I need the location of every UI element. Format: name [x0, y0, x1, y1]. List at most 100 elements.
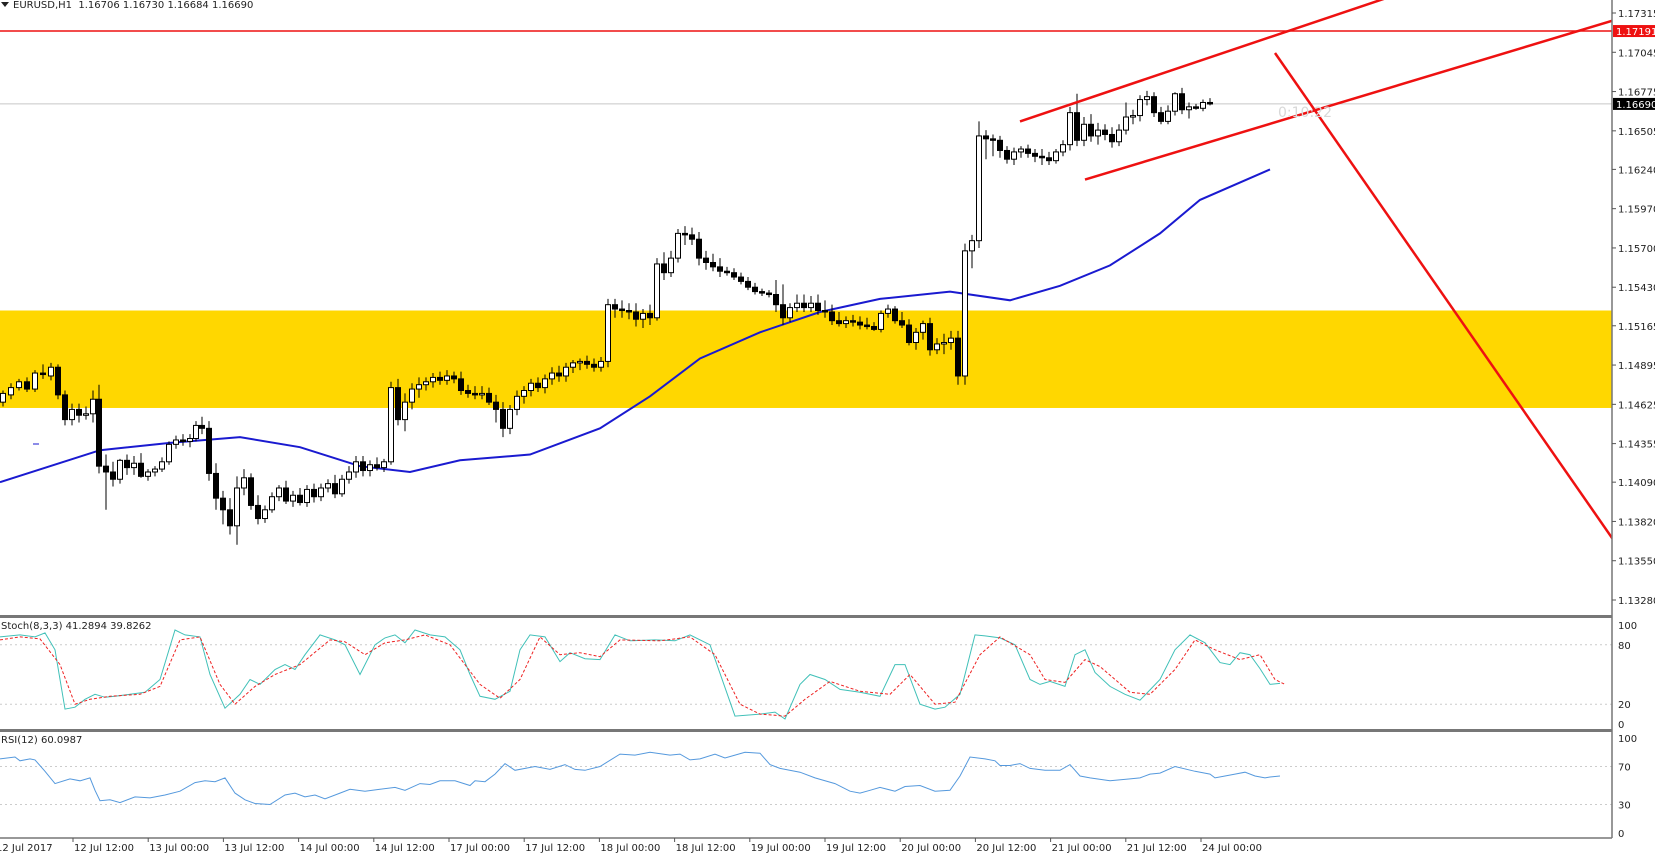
time-label: 17 Jul 12:00	[525, 843, 585, 854]
candle	[1165, 105, 1171, 125]
candle	[180, 434, 186, 446]
hline-price-tag: 1.17191	[1616, 27, 1655, 38]
candle	[290, 490, 296, 507]
candle	[16, 378, 22, 391]
symbol-label: EURUSD,H1	[13, 0, 73, 11]
candle	[1011, 147, 1017, 166]
panel-separator	[0, 615, 1612, 618]
candle	[304, 485, 310, 507]
candle	[1067, 106, 1073, 151]
indicator-level-label: 0	[1618, 829, 1624, 840]
candle	[871, 322, 877, 331]
candle	[836, 311, 842, 327]
candle	[626, 303, 632, 320]
price-label: 1.16775	[1618, 88, 1655, 99]
price-label: 1.16505	[1618, 127, 1655, 138]
candle	[227, 498, 233, 535]
candle	[395, 378, 401, 426]
candle	[654, 258, 660, 321]
candle	[857, 316, 863, 330]
candle	[206, 421, 212, 481]
dropdown-triangle-icon[interactable]	[1, 2, 9, 7]
candle	[605, 298, 611, 368]
candle	[759, 288, 765, 296]
price-label: 1.15165	[1618, 322, 1655, 333]
candle	[1053, 149, 1059, 164]
candle	[1137, 95, 1143, 122]
candle	[353, 455, 359, 478]
candle	[173, 435, 179, 449]
candle	[283, 480, 289, 504]
price-label: 1.17315	[1618, 9, 1655, 20]
candle	[1046, 151, 1052, 166]
candle	[241, 469, 247, 496]
candle	[1193, 103, 1199, 110]
candle	[549, 367, 555, 385]
hline-price-tag-bg	[1613, 25, 1655, 38]
indicator-level-label: 30	[1618, 801, 1631, 812]
candle	[103, 454, 109, 510]
candle	[773, 279, 779, 312]
candle	[1102, 124, 1108, 141]
candle	[850, 314, 856, 327]
candle	[437, 371, 443, 385]
candle	[962, 243, 968, 385]
candle	[346, 466, 352, 484]
stochastic-panel	[0, 629, 1612, 720]
candle	[423, 377, 429, 391]
candle	[1060, 140, 1066, 157]
candle	[752, 282, 758, 295]
price-label: 1.15430	[1618, 283, 1655, 294]
candle	[787, 303, 793, 323]
price-label: 1.13280	[1618, 596, 1655, 607]
candle	[1179, 87, 1185, 115]
price-label: 1.14625	[1618, 400, 1655, 411]
candle	[647, 304, 653, 326]
candle	[815, 294, 821, 315]
indicator-level-label: 100	[1618, 621, 1637, 632]
candle	[479, 386, 485, 400]
candle	[332, 474, 338, 499]
candle	[1116, 124, 1122, 147]
time-label: 20 Jul 12:00	[976, 843, 1036, 854]
candle	[69, 403, 75, 426]
candle	[1207, 98, 1213, 106]
ohlc-values: 1.16706 1.16730 1.16684 1.16690	[78, 0, 254, 11]
rsi-panel	[0, 751, 1612, 806]
time-label: 12 Jul 12:00	[74, 843, 134, 854]
candle	[976, 121, 982, 248]
channel-upper-line	[1019, 0, 1385, 123]
candle	[1088, 114, 1094, 142]
candle	[32, 370, 38, 392]
time-label: 19 Jul 12:00	[826, 843, 886, 854]
candle	[1025, 144, 1031, 158]
candle	[591, 358, 597, 372]
candle	[430, 373, 436, 388]
candle	[780, 284, 786, 326]
candle	[367, 460, 373, 477]
candle	[556, 365, 562, 382]
candle	[829, 304, 835, 326]
candle	[843, 316, 849, 328]
candle	[584, 355, 590, 369]
candle	[311, 483, 317, 503]
candle	[1081, 117, 1087, 147]
candle	[1109, 127, 1115, 148]
candle	[1158, 106, 1164, 125]
trendlines[interactable]: 0:10:22	[0, 0, 1655, 578]
moving-average-line	[0, 168, 1271, 484]
candle	[724, 266, 730, 276]
candle	[1095, 122, 1101, 145]
candle	[152, 466, 158, 477]
candle	[577, 358, 583, 371]
candle	[696, 231, 702, 266]
candle	[131, 455, 137, 475]
candle	[339, 474, 345, 497]
candle	[1172, 92, 1178, 116]
panel-separator	[0, 729, 1612, 732]
time-label: 21 Jul 12:00	[1127, 843, 1187, 854]
candle	[920, 320, 926, 340]
candle	[703, 250, 709, 270]
candle	[661, 252, 667, 280]
